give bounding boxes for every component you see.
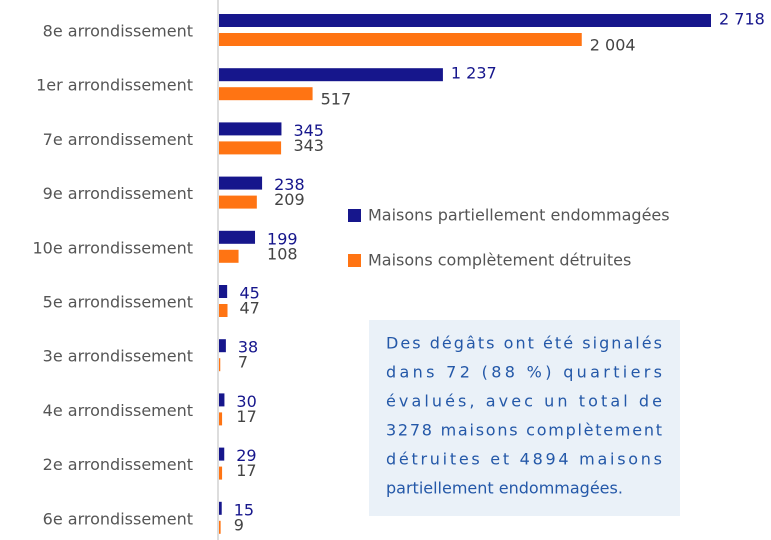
bar [219, 339, 226, 353]
value-label: 209 [274, 190, 305, 209]
bar [219, 14, 711, 27]
value-label: 45 [240, 284, 260, 303]
category-label: 2e arrondissement [43, 455, 193, 474]
value-label: 238 [274, 175, 305, 194]
category-label: 8e arrondissement [43, 22, 193, 41]
bar [219, 87, 313, 101]
value-label: 17 [236, 461, 256, 480]
legend-label: Maisons partiellement endommagées [368, 206, 670, 225]
value-label: 108 [267, 244, 298, 263]
category-label: 1er arrondissement [36, 76, 193, 95]
value-label: 2 718 [719, 10, 765, 29]
category-label: 10e arrondissement [32, 238, 193, 257]
bar [219, 33, 582, 46]
value-label: 30 [236, 392, 256, 411]
legend-swatch [348, 254, 361, 267]
bar [219, 358, 221, 372]
value-label: 2 004 [590, 36, 636, 55]
category-label: 6e arrondissement [43, 509, 193, 528]
annotation-box [369, 320, 680, 516]
bar [219, 412, 223, 426]
value-label: 517 [321, 90, 352, 109]
category-label: 4e arrondissement [43, 401, 193, 420]
value-label: 38 [238, 338, 258, 357]
value-label: 7 [238, 353, 248, 372]
value-label: 345 [293, 121, 324, 140]
bar [219, 393, 225, 407]
value-label: 29 [236, 446, 256, 465]
annotation-line: détruites et 4894 maisons [386, 450, 662, 469]
bar [219, 466, 223, 480]
value-label: 199 [267, 229, 298, 248]
legend-label: Maisons complètement détruites [368, 251, 631, 270]
bar [219, 447, 225, 461]
annotation-line: Des dégâts ont été signalés [386, 334, 662, 353]
bar [219, 68, 443, 82]
legend-swatch [348, 209, 361, 222]
value-label: 343 [293, 136, 324, 155]
value-label: 1 237 [451, 64, 497, 83]
category-label: 9e arrondissement [43, 184, 193, 203]
bar [219, 195, 257, 209]
value-label: 47 [240, 299, 260, 318]
bar [219, 304, 228, 317]
annotation-line: 3278 maisons complètement [386, 421, 662, 440]
bar [219, 230, 256, 244]
category-label: 7e arrondissement [43, 130, 193, 149]
bar [219, 285, 228, 298]
bar [219, 501, 222, 515]
value-label: 9 [234, 515, 244, 534]
bar [219, 122, 282, 136]
value-label: 15 [234, 500, 254, 519]
category-label: 5e arrondissement [43, 293, 193, 312]
bar [219, 520, 221, 534]
bar [219, 176, 263, 190]
value-label: 17 [236, 407, 256, 426]
bar [219, 141, 282, 155]
category-label: 3e arrondissement [43, 347, 193, 366]
bar [219, 249, 239, 263]
annotation-line: partiellement endommagées. [386, 479, 623, 498]
